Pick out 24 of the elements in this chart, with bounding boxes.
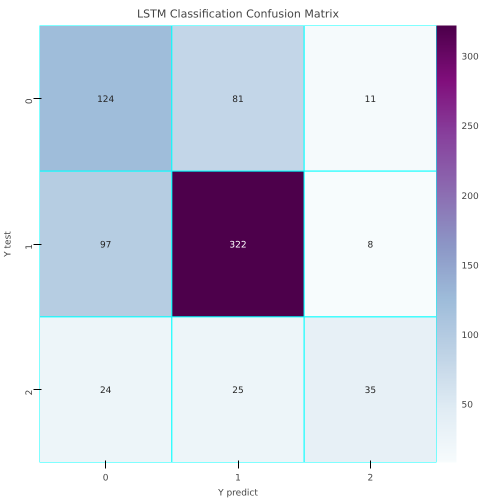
data-label: 322 (229, 240, 247, 250)
x-axis-title: Y predict (217, 488, 258, 498)
color-bar-label: 200 (462, 192, 479, 202)
chart-title: LSTM Classification Confusion Matrix (137, 8, 340, 20)
color-bar-label: 300 (462, 52, 479, 63)
y-tick-label: 2 (25, 390, 35, 396)
color-bar-label: 150 (462, 261, 479, 272)
data-label: 25 (232, 386, 244, 396)
data-label: 81 (232, 94, 244, 105)
x-tick-label: 2 (367, 474, 374, 484)
color-bar-label: 50 (462, 400, 474, 411)
data-label: 124 (97, 94, 115, 105)
x-tick-label: 0 (102, 474, 109, 484)
y-tick-label: 1 (25, 244, 35, 250)
color-bar-label: 100 (462, 330, 479, 341)
color-bar-label: 250 (462, 122, 479, 132)
data-label: 11 (364, 94, 376, 105)
data-label: 35 (364, 386, 376, 396)
data-label: 8 (367, 240, 374, 250)
data-label: 24 (100, 386, 112, 396)
y-tick-label: 0 (25, 98, 35, 104)
x-tick-label: 1 (235, 474, 241, 484)
data-label: 97 (100, 240, 112, 250)
y-axis-title: Y test (4, 230, 14, 258)
